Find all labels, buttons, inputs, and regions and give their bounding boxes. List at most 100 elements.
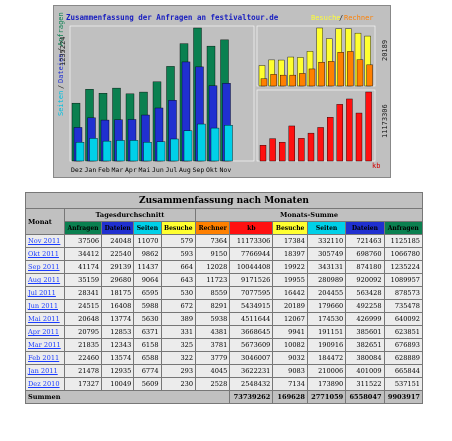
month-link[interactable]: Okt 2011 — [28, 250, 59, 258]
cell-d_bes: 672 — [160, 299, 197, 313]
right-bottom-max-label: 11173306 — [381, 104, 389, 138]
cell-m_dat: 492258 — [345, 299, 385, 313]
month-cell: Jun 2011 — [25, 299, 65, 313]
cell-d_dat: 10049 — [101, 377, 135, 391]
cell-d_bes: 331 — [160, 325, 197, 339]
bar-seiten — [170, 138, 179, 162]
cell-d_anf: 21478 — [63, 364, 103, 378]
cell-m_dat: 380084 — [345, 351, 385, 365]
month-link[interactable]: Mai 2011 — [28, 315, 60, 323]
table-row: Dez 2010 17327 10049 5609 230 2528 2548432 7134… — [25, 377, 424, 391]
table-body: Nov 2011 37506 24048 11070 579 7364 11173306 17… — [25, 234, 424, 391]
table-row: Mar 2011 21835 12343 6158 325 3781 5673609 1008… — [25, 338, 424, 352]
month-cell: Dez 2010 — [25, 377, 65, 391]
bar-rechner — [366, 64, 373, 87]
cell-m_dat: 382651 — [345, 338, 385, 352]
cell-d_bes: 230 — [160, 377, 197, 391]
cell-d_bes: 593 — [160, 247, 197, 261]
cell-d_anf: 41174 — [63, 260, 103, 274]
cell-m_sei: 173890 — [306, 377, 347, 391]
bar-kb — [327, 117, 334, 162]
cell-m_anf: 676893 — [383, 338, 424, 352]
month-link[interactable]: Feb 2011 — [28, 354, 60, 362]
cell-m_rec: 11723 — [195, 273, 231, 287]
month-link[interactable]: Nov 2011 — [28, 237, 61, 245]
cell-m_anf: 878573 — [383, 286, 424, 300]
cell-m_rec: 2528 — [195, 377, 231, 391]
cell-m_kb: 3668645 — [229, 325, 274, 339]
cell-m_sei: 305749 — [306, 247, 347, 261]
cell-m_bes: 17384 — [272, 234, 308, 248]
cell-d_dat: 13574 — [101, 351, 135, 365]
bar-kb — [365, 91, 372, 162]
cell-m_anf: 1089957 — [383, 273, 424, 287]
sum-anfragen: 9903917 — [383, 390, 424, 404]
cell-d_bes: 293 — [160, 364, 197, 378]
sum-row: Summen 73739262 169628 2771059 6558047 9… — [24, 390, 424, 404]
chart-title: Zusammenfassung der Anfragen an festival… — [66, 13, 279, 22]
sum-besuche: 169628 — [272, 390, 308, 404]
bar-seiten — [116, 140, 125, 162]
cell-d_sei: 6588 — [133, 351, 162, 365]
cell-d_sei: 5609 — [133, 377, 162, 391]
month-cell: Nov 2011 — [25, 234, 65, 248]
table-row: Aug 2011 35159 29680 9064 643 11723 9171526 199… — [25, 273, 424, 287]
cell-m_kb: 3622231 — [229, 364, 274, 378]
month-link[interactable]: Dez 2010 — [28, 380, 60, 388]
cell-d_dat: 24048 — [101, 234, 135, 248]
x-label: Dez — [71, 166, 83, 174]
cell-m_anf: 1066780 — [383, 247, 424, 261]
cell-m_sei: 204455 — [306, 286, 347, 300]
cell-d_dat: 18175 — [101, 286, 135, 300]
legend-slash: / — [339, 14, 343, 22]
cell-m_anf: 1235224 — [383, 260, 424, 274]
cell-d_sei: 5988 — [133, 299, 162, 313]
x-label: Nov — [220, 166, 232, 174]
bar-rechner — [279, 74, 287, 87]
cell-m_kb: 2548432 — [229, 377, 274, 391]
month-link[interactable]: Jul 2011 — [28, 289, 56, 297]
cell-d_anf: 22460 — [63, 351, 103, 365]
cell-m_dat: 311522 — [345, 377, 385, 391]
summary-chart: Zusammenfassung der Anfragen an festival… — [53, 5, 391, 178]
month-link[interactable]: Jan 2011 — [28, 367, 58, 375]
cell-d_dat: 29139 — [101, 260, 135, 274]
cell-m_rec: 8291 — [195, 299, 231, 313]
x-label: Mai — [139, 166, 151, 174]
month-link[interactable]: Mar 2011 — [28, 341, 61, 349]
bar-kb — [307, 132, 315, 162]
month-cell: Feb 2011 — [25, 351, 65, 365]
cell-m_rec: 4381 — [195, 325, 231, 339]
legend-besuche: Besuche — [311, 14, 341, 22]
cell-d_dat: 13774 — [101, 312, 135, 326]
monthly-sum-header: Monats-Summe — [195, 208, 423, 222]
bar-rechner — [337, 52, 344, 87]
month-link[interactable]: Aug 2011 — [28, 276, 61, 284]
x-label: Feb — [98, 166, 110, 174]
cell-m_rec: 4045 — [195, 364, 231, 378]
sum-dateien: 6558047 — [345, 390, 385, 404]
cell-d_bes: 322 — [160, 351, 197, 365]
col-rechner-month: Rechner — [195, 221, 231, 235]
cell-m_sei: 179660 — [306, 299, 347, 313]
month-link[interactable]: Jun 2011 — [28, 302, 59, 310]
cell-d_bes: 530 — [160, 286, 197, 300]
col-anfragen-daily: Anfragen — [63, 221, 103, 235]
cell-m_kb: 4511644 — [229, 312, 274, 326]
table-row: Mai 2011 20648 13774 5630 389 5938 4511644 1206… — [25, 312, 424, 326]
bar-rechner — [270, 74, 277, 87]
month-link[interactable]: Apr 2011 — [28, 328, 60, 336]
right-top-plot — [256, 25, 376, 87]
table-row: Feb 2011 22460 13574 6588 322 3779 3046007 9032… — [25, 351, 424, 365]
cell-m_rec: 7364 — [195, 234, 231, 248]
cell-m_sei: 184472 — [306, 351, 347, 365]
cell-d_dat: 12853 — [101, 325, 135, 339]
x-label: Okt — [206, 166, 218, 174]
table-row: Jul 2011 28341 18175 6595 530 8559 7077595 1644… — [25, 286, 424, 300]
month-link[interactable]: Sep 2011 — [28, 263, 60, 271]
right-top-max-label: 20189 — [381, 40, 389, 61]
table-title: Zusammenfassung nach Monaten — [25, 192, 423, 209]
left-plot: Dez Jan Feb Mar Apr Mai Jun Jul Aug Sep Okt Nov — [69, 25, 255, 174]
cell-d_anf: 20648 — [63, 312, 103, 326]
cell-m_anf: 1125185 — [383, 234, 424, 248]
